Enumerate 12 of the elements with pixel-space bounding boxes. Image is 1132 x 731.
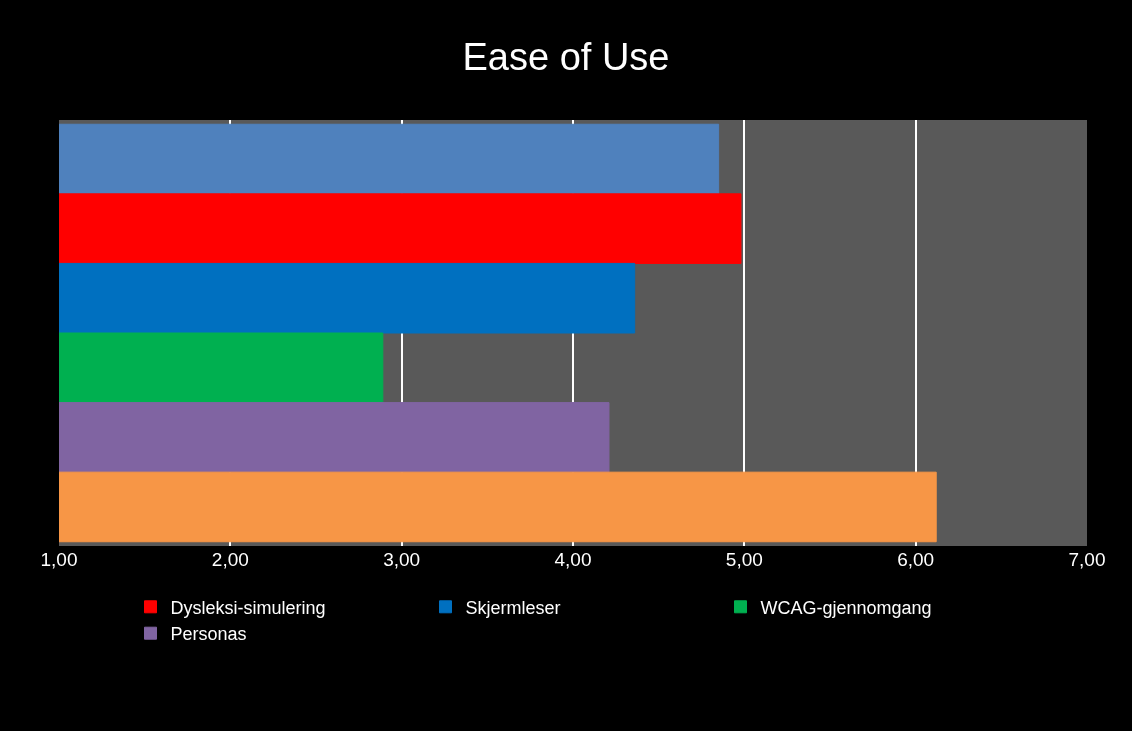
x-tick-label: 5,00 xyxy=(725,549,763,570)
legend-label: Personas xyxy=(170,624,247,645)
legend-label: Skjermleser xyxy=(465,597,561,618)
legend-label: WCAG-gjennomgang xyxy=(760,597,932,618)
x-tick-label: 6,00 xyxy=(897,549,935,570)
x-tick-label: 3,00 xyxy=(383,549,421,570)
legend-label: Dysleksi-simulering xyxy=(170,597,326,618)
x-tick-label: 2,00 xyxy=(211,549,249,570)
x-tick-label: 4,00 xyxy=(554,549,592,570)
chart-title: Ease of Use xyxy=(462,36,670,79)
x-tick-label: 7,00 xyxy=(1068,549,1106,570)
x-tick-label: 1,00 xyxy=(40,549,78,570)
